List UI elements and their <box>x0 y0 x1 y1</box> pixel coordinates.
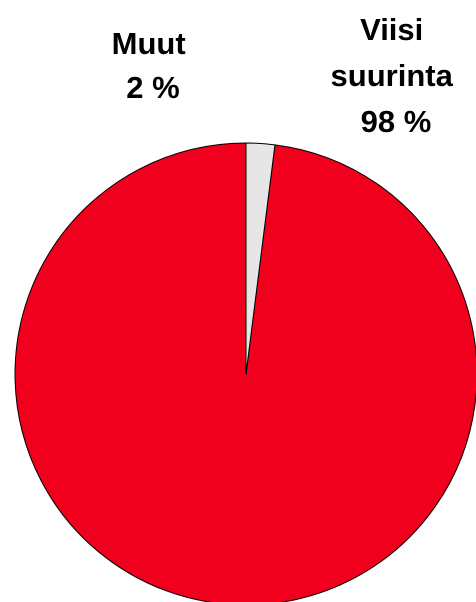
slice-label-line: Viisi <box>360 12 423 47</box>
slice-label-muut: Muut 2 % <box>112 26 195 105</box>
pie-slice-1 <box>245 142 276 375</box>
pie-slices <box>14 142 476 602</box>
slice-label-line: suurinta <box>331 58 454 93</box>
slice-label-viisi-suurinta: Viisi suurinta 98 % <box>331 12 462 139</box>
slice-label-line: Muut <box>112 26 186 61</box>
slice-value-label: 2 % <box>126 70 179 105</box>
slice-value-label: 98 % <box>361 104 432 139</box>
